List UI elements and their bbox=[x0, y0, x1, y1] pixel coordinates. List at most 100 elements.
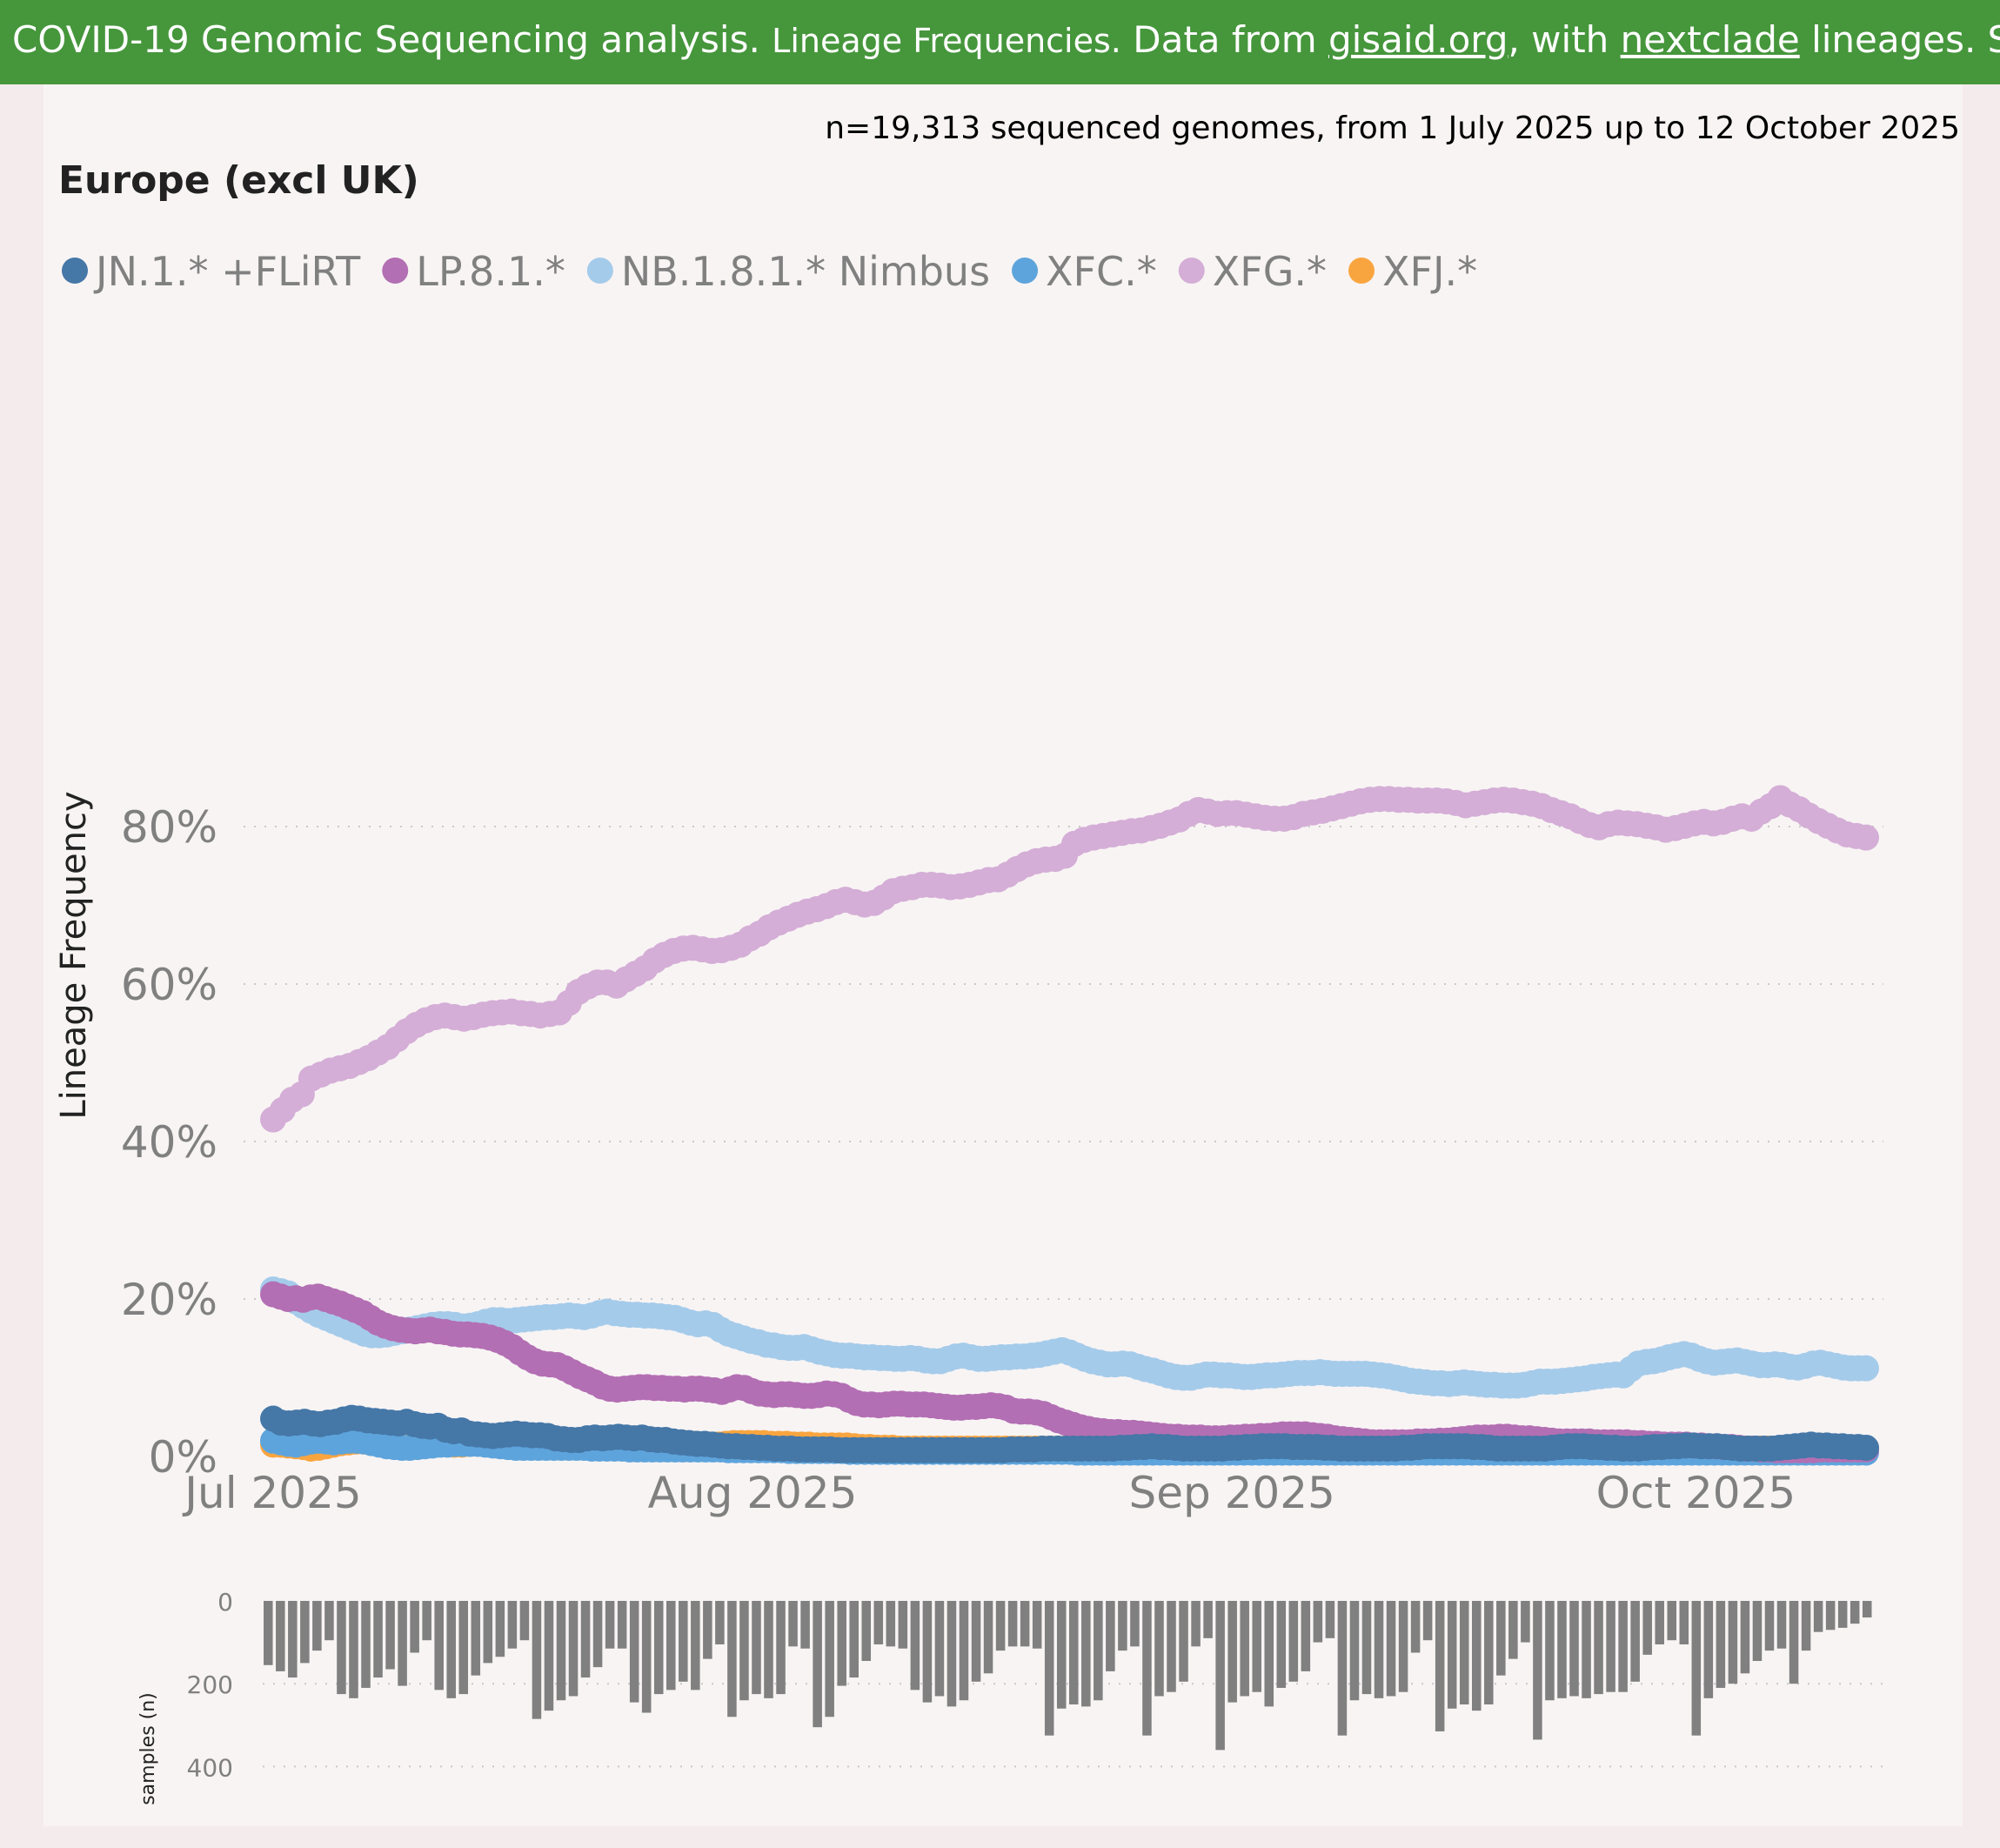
legend-item-xfc[interactable]: XFC.* bbox=[1012, 248, 1157, 295]
sample-bar bbox=[995, 1601, 1006, 1651]
sample-bar bbox=[434, 1601, 444, 1691]
sample-bar bbox=[1533, 1601, 1542, 1740]
y-tick-label: 20% bbox=[121, 1275, 217, 1325]
samples-tick-label: 0 bbox=[217, 1588, 233, 1617]
sample-bar bbox=[1142, 1601, 1152, 1736]
y-tick-label: 0% bbox=[149, 1432, 217, 1483]
sample-bar bbox=[398, 1601, 407, 1686]
legend-item-xfg[interactable]: XFG.* bbox=[1178, 248, 1327, 295]
sample-bar bbox=[653, 1601, 664, 1695]
legend-label: LP.8.1.* bbox=[416, 248, 565, 295]
sample-bar bbox=[946, 1601, 957, 1707]
x-tick-label: Oct 2025 bbox=[1596, 1468, 1796, 1518]
sample-bar bbox=[1288, 1601, 1299, 1682]
sample-bar bbox=[1557, 1601, 1567, 1698]
sample-bar bbox=[641, 1601, 652, 1713]
sample-bar bbox=[1667, 1601, 1677, 1641]
sample-bar bbox=[1813, 1601, 1823, 1632]
sample-bar bbox=[592, 1601, 603, 1668]
nextclade-link[interactable]: nextclade bbox=[1620, 18, 1800, 61]
legend-item-nb-1-8-1-nimbus[interactable]: NB.1.8.1.* Nimbus bbox=[586, 248, 990, 295]
sample-bar bbox=[1191, 1601, 1201, 1647]
sample-bar bbox=[1032, 1601, 1042, 1649]
sample-bar bbox=[324, 1601, 334, 1641]
sample-bar bbox=[1179, 1601, 1188, 1682]
sample-bar bbox=[458, 1601, 469, 1695]
sample-bar bbox=[1349, 1601, 1360, 1701]
banner-with: , with bbox=[1508, 18, 1609, 61]
series-xfg bbox=[260, 785, 1879, 1133]
sample-bar bbox=[1069, 1601, 1079, 1704]
gisaid-link[interactable]: gisaid.org bbox=[1328, 18, 1508, 61]
legend-dot bbox=[1348, 258, 1375, 284]
banner-subtitle: Lineage Frequencies. bbox=[772, 22, 1121, 60]
banner-title: COVID-19 Genomic Sequencing analysis. bbox=[12, 18, 760, 61]
sample-bar bbox=[1459, 1601, 1469, 1704]
sample-bar bbox=[1252, 1601, 1261, 1692]
sample-bar bbox=[507, 1601, 518, 1649]
legend-dot bbox=[1178, 258, 1205, 284]
sample-bar bbox=[1642, 1601, 1652, 1655]
x-tick-label: Jul 2025 bbox=[182, 1468, 361, 1518]
sample-bar bbox=[1472, 1601, 1482, 1711]
data-point bbox=[1853, 1435, 1879, 1462]
sample-bar bbox=[666, 1601, 676, 1691]
sample-bar bbox=[764, 1601, 773, 1698]
legend-item-xfj[interactable]: XFJ.* bbox=[1348, 248, 1477, 295]
sample-bar bbox=[800, 1601, 810, 1649]
sample-bar bbox=[983, 1601, 993, 1674]
y-axis-label: Lineage Frequency bbox=[54, 791, 94, 1119]
sample-bar bbox=[1276, 1601, 1287, 1688]
sample-bar bbox=[1521, 1601, 1530, 1643]
header-banner: COVID-19 Genomic Sequencing analysis. Li… bbox=[0, 0, 2000, 84]
banner-data-from: Data from bbox=[1133, 18, 1317, 61]
sample-bar bbox=[580, 1601, 591, 1678]
legend: JN.1.* +FLiRT LP.8.1.* NB.1.8.1.* Nimbus XF… bbox=[62, 248, 1477, 295]
sample-bar bbox=[1410, 1601, 1421, 1653]
sample-bar bbox=[971, 1601, 981, 1682]
sample-bar bbox=[1374, 1601, 1384, 1698]
sample-bar bbox=[1167, 1601, 1176, 1692]
sample-bar bbox=[1056, 1601, 1067, 1709]
sample-bar bbox=[739, 1601, 749, 1701]
sample-bar bbox=[727, 1601, 737, 1717]
sample-bar bbox=[373, 1601, 383, 1678]
chart-panel: n=19,313 sequenced genomes, from 1 July … bbox=[43, 84, 1963, 1826]
legend-label: XFC.* bbox=[1046, 248, 1157, 295]
sample-bar bbox=[276, 1601, 285, 1671]
data-point bbox=[1853, 824, 1879, 851]
sample-bar bbox=[1594, 1601, 1603, 1695]
sample-bar bbox=[1545, 1601, 1555, 1701]
sample-bar bbox=[776, 1601, 786, 1695]
sample-bar bbox=[495, 1601, 505, 1657]
sample-bar bbox=[1264, 1601, 1274, 1707]
sample-bar bbox=[1679, 1601, 1689, 1644]
sample-bar bbox=[691, 1601, 700, 1691]
sample-bar bbox=[568, 1601, 579, 1697]
y-tick-label: 80% bbox=[121, 802, 217, 853]
sample-bar bbox=[886, 1601, 896, 1647]
sample-bar bbox=[1325, 1601, 1335, 1638]
sample-bar bbox=[1740, 1601, 1750, 1674]
legend-item-lp-8-1[interactable]: LP.8.1.* bbox=[382, 248, 565, 295]
sample-bar bbox=[825, 1601, 834, 1717]
legend-dot bbox=[1012, 258, 1039, 284]
sample-bar bbox=[1484, 1601, 1494, 1704]
series-jn-1-flirt bbox=[260, 1404, 1879, 1463]
sample-bar bbox=[1227, 1601, 1237, 1703]
legend-item-jn-1-flirt[interactable]: JN.1.* +FLiRT bbox=[62, 248, 361, 295]
sample-bar bbox=[385, 1601, 395, 1670]
sample-bar bbox=[446, 1601, 456, 1698]
sample-bar bbox=[1044, 1601, 1054, 1736]
sample-bar bbox=[300, 1601, 310, 1664]
legend-label: JN.1.* +FLiRT bbox=[93, 248, 361, 295]
samples-chart: 0 200 400 bbox=[187, 1588, 1883, 1782]
banner-text: COVID-19 Genomic Sequencing analysis. Li… bbox=[12, 16, 2000, 65]
sample-bar bbox=[849, 1601, 859, 1678]
grid bbox=[244, 826, 1883, 1300]
sample-bar bbox=[1837, 1601, 1848, 1628]
legend-label: XFG.* bbox=[1213, 248, 1327, 295]
sample-bar bbox=[837, 1601, 846, 1686]
banner-lineages: lineages. Source bbox=[1811, 18, 2000, 61]
legend-label: NB.1.8.1.* Nimbus bbox=[621, 248, 990, 295]
